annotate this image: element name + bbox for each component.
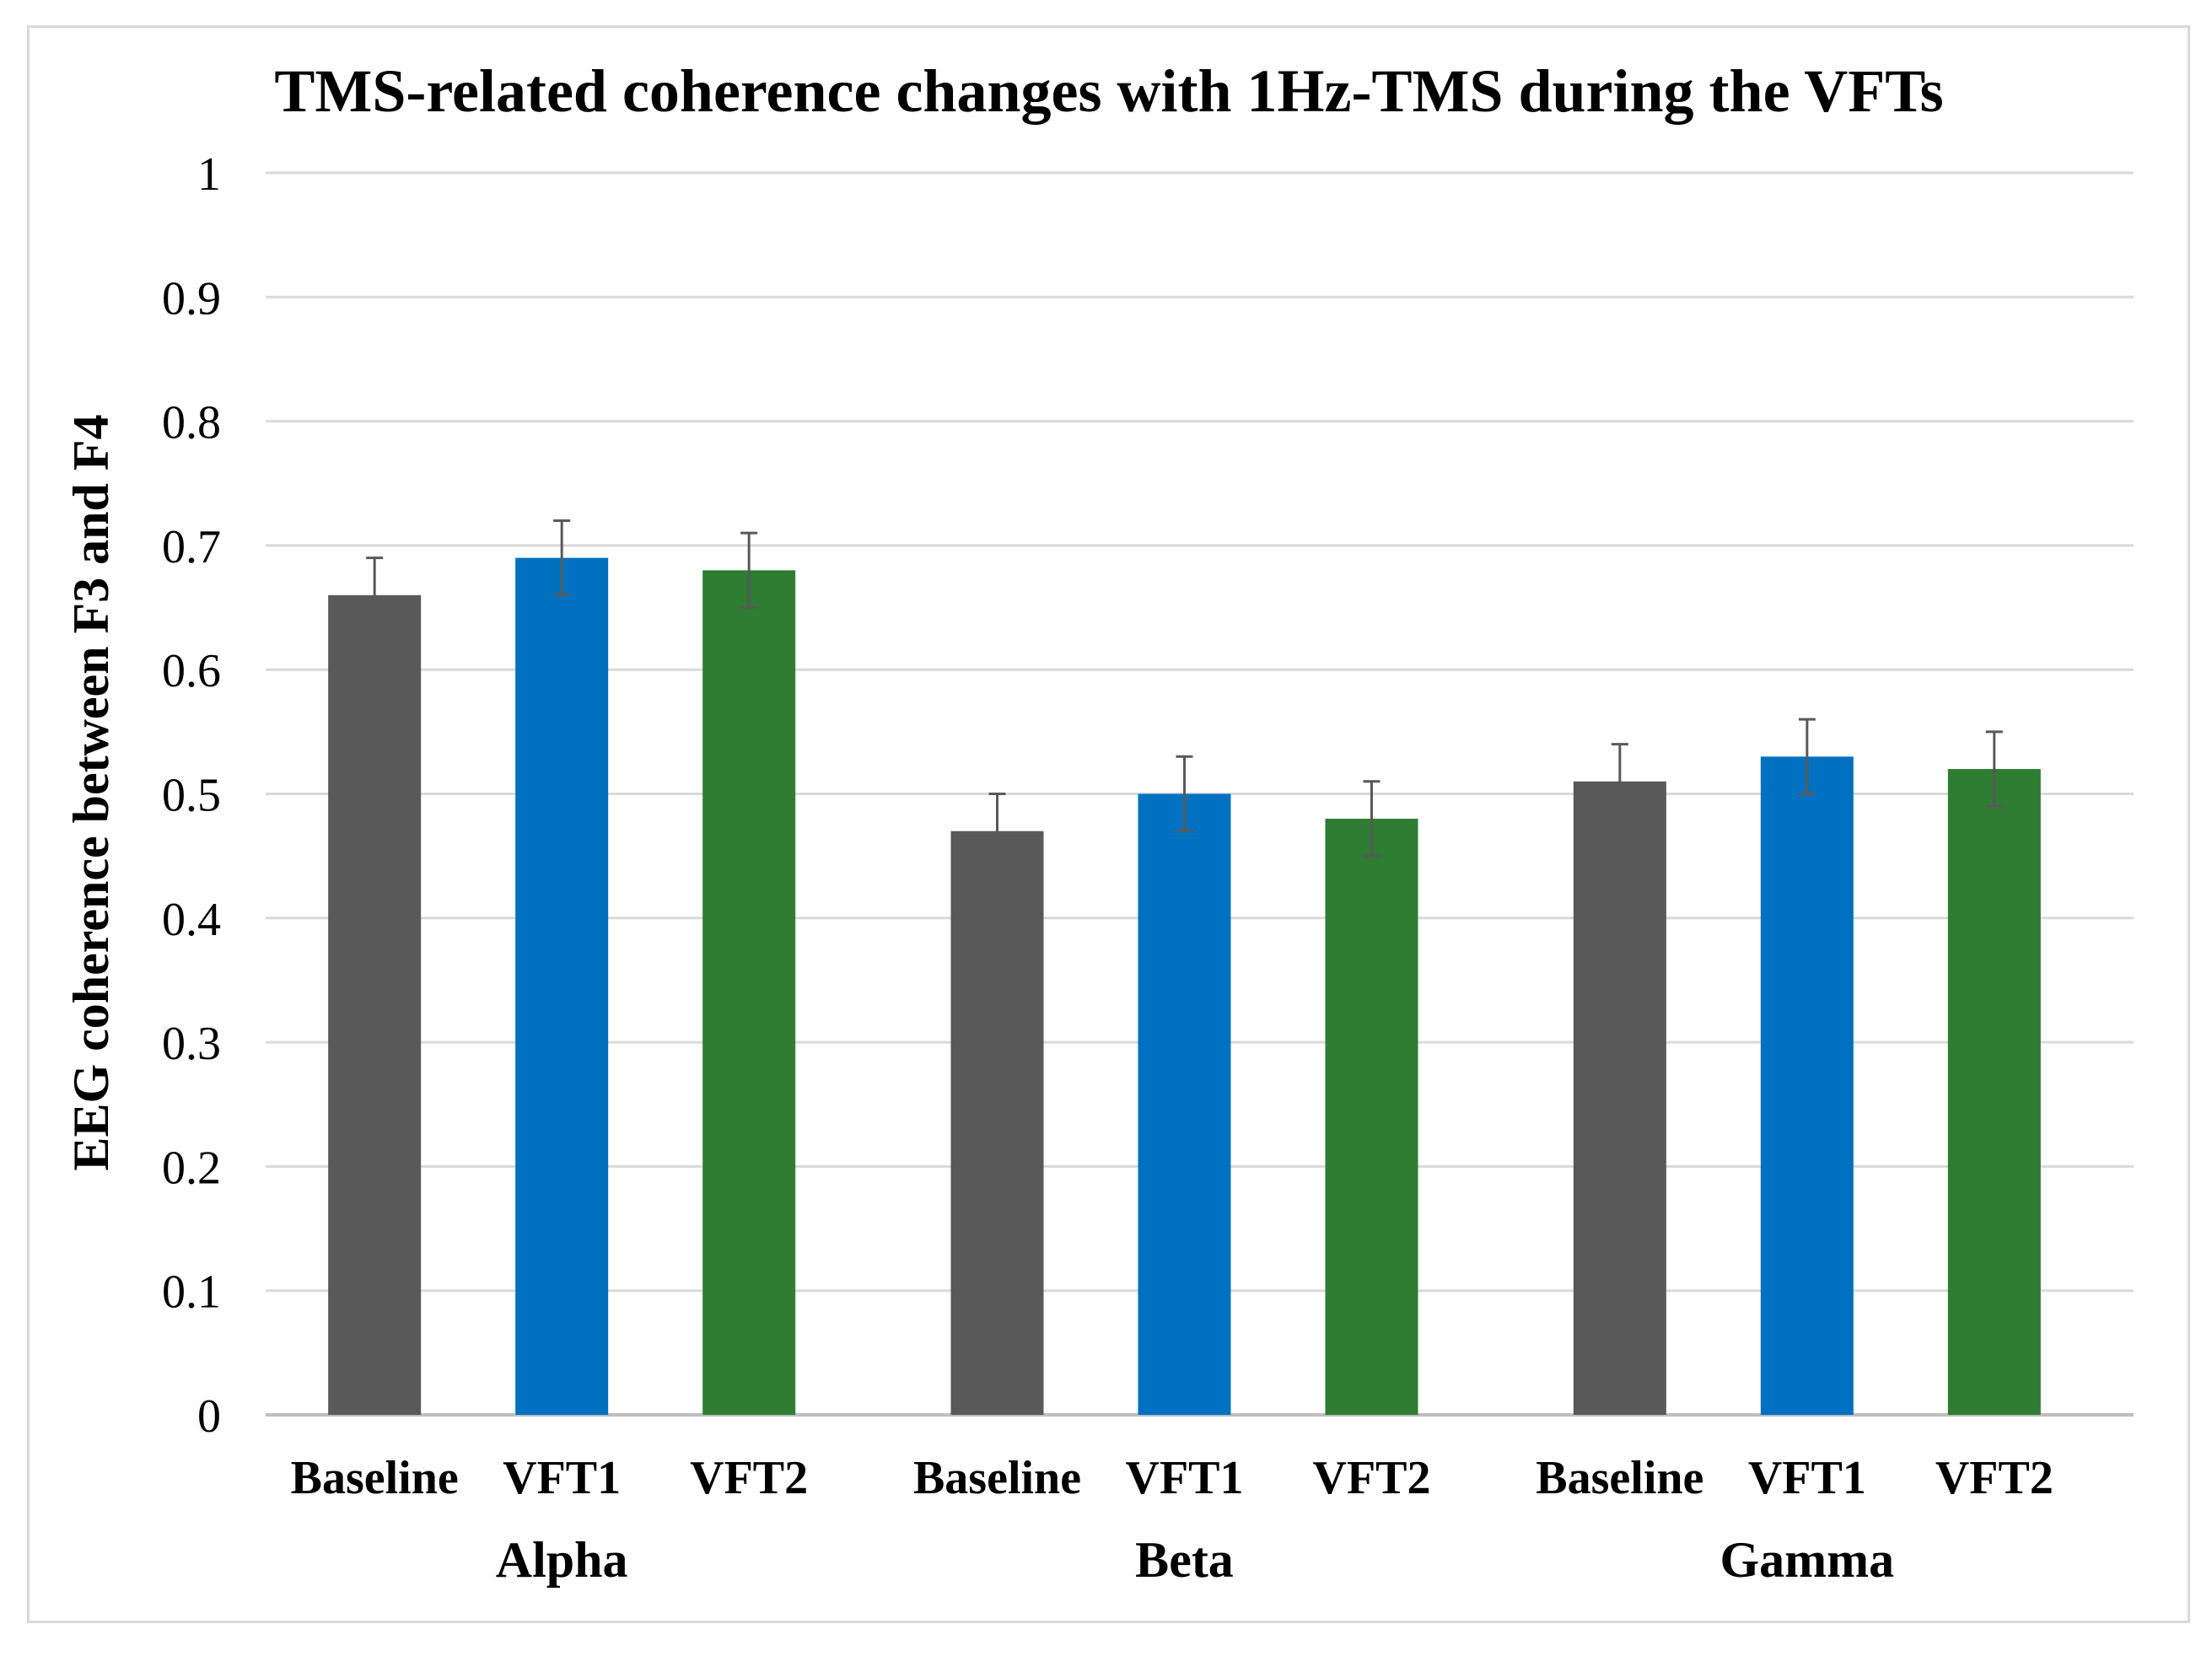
x-tick-label: VFT1: [1126, 1452, 1244, 1504]
y-tick-label: 0.3: [162, 1018, 221, 1070]
x-tick-label: VFT1: [1748, 1452, 1866, 1504]
y-tick-label: 0.2: [162, 1142, 221, 1194]
bar-alpha-baseline: [328, 594, 422, 1415]
x-tick-label: Baseline: [913, 1452, 1081, 1504]
y-axis-label: EEG coherence between F3 and F4: [63, 414, 119, 1170]
group-label-gamma: Gamma: [1720, 1532, 1895, 1588]
y-tick-label: 1: [197, 148, 221, 201]
y-tick-label: 0.8: [162, 397, 221, 449]
y-tick-label: 0.7: [162, 521, 221, 573]
bar-gamma-vft1: [1760, 756, 1854, 1415]
group-labels: Alpha Beta Gamma: [496, 1532, 1894, 1588]
bars: [328, 557, 2041, 1415]
bar-beta-vft2: [1325, 818, 1418, 1415]
bar-gamma-vft2: [1947, 769, 2041, 1415]
y-tick-label: 0.6: [162, 645, 221, 697]
y-tick-labels: 0 0.1 0.2 0.3 0.4 0.5 0.6 0.7 0.8 0.9 1: [162, 148, 221, 1443]
x-tick-label: VFT1: [503, 1452, 621, 1504]
bar-alpha-vft1: [515, 557, 609, 1415]
x-tick-labels: Baseline VFT1 VFT2 Baseline VFT1 VFT2 Baseline…: [291, 1452, 2053, 1504]
y-tick-label: 0.4: [162, 894, 221, 946]
bar-beta-vft1: [1138, 793, 1231, 1415]
group-label-alpha: Alpha: [496, 1532, 628, 1588]
x-tick-label: VFT2: [690, 1452, 808, 1504]
y-tick-label: 0: [197, 1390, 221, 1443]
bar-beta-baseline: [950, 831, 1044, 1415]
error-bars: [366, 519, 2003, 870]
group-label-beta: Beta: [1135, 1532, 1234, 1588]
bar-alpha-vft2: [702, 570, 796, 1415]
chart-title: TMS-related coherence changes with 1Hz-T…: [274, 57, 1943, 125]
y-tick-label: 0.5: [162, 770, 221, 822]
bar-gamma-baseline: [1573, 781, 1666, 1415]
x-tick-label: VFT2: [1935, 1452, 2053, 1504]
x-tick-label: Baseline: [1536, 1452, 1703, 1504]
x-tick-label: VFT2: [1313, 1452, 1431, 1504]
y-tick-label: 0.9: [162, 272, 221, 325]
x-tick-label: Baseline: [291, 1452, 459, 1504]
y-tick-label: 0.1: [162, 1266, 221, 1319]
